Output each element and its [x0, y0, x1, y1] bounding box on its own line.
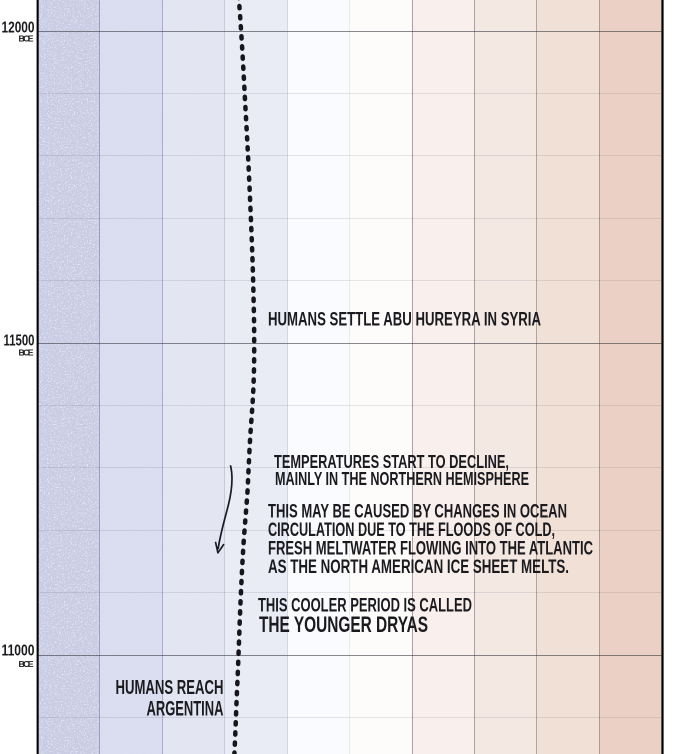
- svg-text:11000: 11000: [2, 643, 35, 660]
- svg-text:HUMANS REACH: HUMANS REACH: [116, 677, 224, 699]
- svg-text:CIRCULATION DUE TO THE FLOODS: CIRCULATION DUE TO THE FLOODS OF COLD,: [268, 520, 555, 541]
- svg-text:BCE: BCE: [19, 34, 34, 44]
- svg-text:HUMANS SETTLE ABU HUREYRA IN S: HUMANS SETTLE ABU HUREYRA IN SYRIA: [268, 309, 541, 331]
- svg-text:11500: 11500: [4, 333, 35, 350]
- svg-text:TEMPERATURES START TO DECLINE,: TEMPERATURES START TO DECLINE,: [274, 451, 509, 472]
- svg-text:THIS MAY BE CAUSED BY CHANGES: THIS MAY BE CAUSED BY CHANGES IN OCEAN: [268, 502, 567, 523]
- svg-text:BCE: BCE: [19, 659, 34, 669]
- svg-text:ARGENTINA: ARGENTINA: [147, 698, 224, 721]
- svg-text:THE YOUNGER DRYAS: THE YOUNGER DRYAS: [259, 612, 428, 637]
- svg-text:MAINLY IN THE NORTHERN HEMISPH: MAINLY IN THE NORTHERN HEMISPHERE: [275, 468, 529, 489]
- svg-text:BCE: BCE: [19, 348, 34, 358]
- svg-text:FRESH MELTWATER FLOWING INTO T: FRESH MELTWATER FLOWING INTO THE ATLANTI…: [268, 539, 593, 560]
- svg-text:AS THE NORTH AMERICAN ICE SHEE: AS THE NORTH AMERICAN ICE SHEET MELTS.: [268, 557, 569, 578]
- svg-text:THIS COOLER PERIOD IS CALLED: THIS COOLER PERIOD IS CALLED: [258, 596, 472, 617]
- svg-text:12000: 12000: [2, 20, 35, 37]
